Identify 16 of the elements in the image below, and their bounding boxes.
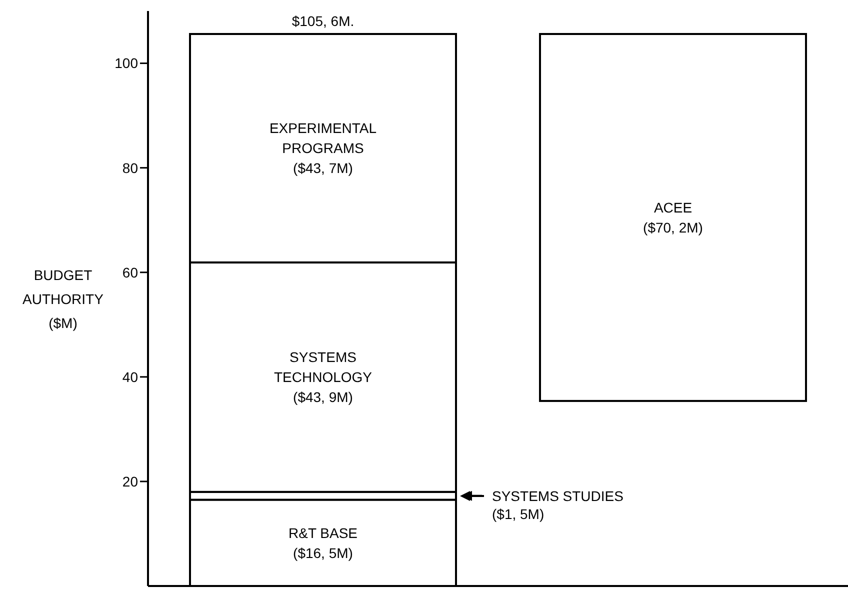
annotation: SYSTEMS STUDIES ($1, 5M) — [492, 487, 624, 523]
y-tick-label: 80 — [122, 160, 138, 176]
y-tick-label: 60 — [122, 264, 138, 280]
data-label: ($70, 2M) — [643, 219, 703, 236]
y-axis-title: BUDGET AUTHORITY ($M) — [22, 266, 104, 333]
y-tick-label: 20 — [122, 473, 138, 490]
series-label: EXPERIMENTAL PROGRAMS — [269, 120, 377, 156]
series-label: SYSTEMS TECHNOLOGY — [274, 349, 373, 386]
series-label: ACEE — [654, 199, 692, 216]
y-tick-label: 100 — [114, 55, 138, 72]
y-tick-label: 40 — [122, 368, 138, 385]
data-label: ($43, 9M) — [293, 389, 353, 406]
data-label: ($16, 5M) — [293, 544, 353, 561]
series-label: R&T BASE — [288, 524, 358, 541]
data-label: ($43, 7M) — [293, 160, 353, 176]
total-label: $105, 6M. — [292, 13, 354, 29]
